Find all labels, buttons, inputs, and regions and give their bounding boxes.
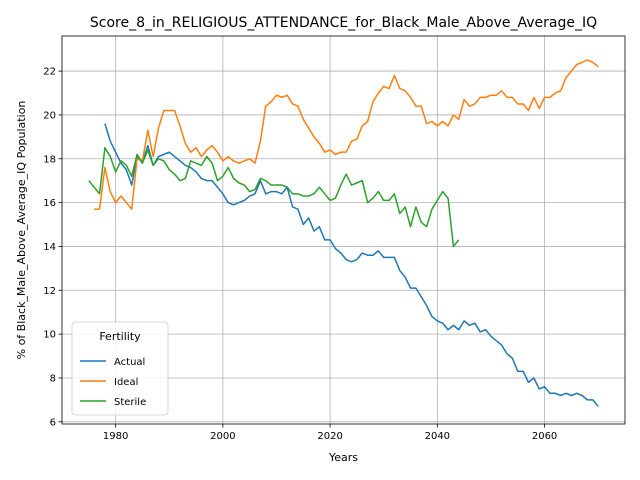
legend-entry-actual: Actual: [114, 357, 145, 368]
x-tick-label: 1980: [103, 431, 128, 442]
y-tick-label: 18: [43, 154, 56, 165]
y-tick-label: 8: [50, 373, 56, 384]
y-tick-label: 14: [43, 242, 56, 253]
x-axis-label: Years: [328, 451, 358, 464]
series-line-actual: [104, 123, 599, 407]
y-tick-label: 22: [43, 67, 56, 78]
series-layer: [88, 59, 599, 407]
series-line-sterile: [88, 147, 460, 248]
legend-box: [71, 321, 169, 416]
y-tick-label: 6: [50, 417, 56, 428]
legend-entry-sterile: Sterile: [114, 397, 146, 408]
legend-entry-ideal: Ideal: [114, 377, 138, 388]
plot-area-frame: [61, 35, 626, 425]
y-tick-label: 16: [43, 198, 56, 209]
y-axis-ticks: 6 8 10 12 14 16 18 20 22: [43, 67, 62, 428]
x-tick-label: 2020: [317, 431, 342, 442]
legend: Fertility Actual Ideal Sterile: [71, 321, 169, 416]
x-axis-ticks: 1980 2000 2020 2040 2060: [103, 424, 557, 442]
y-axis-label: % of Black_Male_Above_Average_IQ Populat…: [15, 101, 28, 360]
y-tick-label: 10: [43, 330, 56, 341]
x-tick-label: 2000: [210, 431, 235, 442]
legend-title: Fertility: [99, 330, 141, 343]
y-tick-label: 20: [43, 110, 56, 121]
chart-title: Score_8_in_RELIGIOUS_ATTENDANCE_for_Blac…: [90, 15, 597, 31]
x-tick-label: 2040: [425, 431, 450, 442]
series-line-ideal: [94, 59, 599, 210]
y-tick-label: 12: [43, 286, 56, 297]
x-tick-label: 2060: [532, 431, 557, 442]
